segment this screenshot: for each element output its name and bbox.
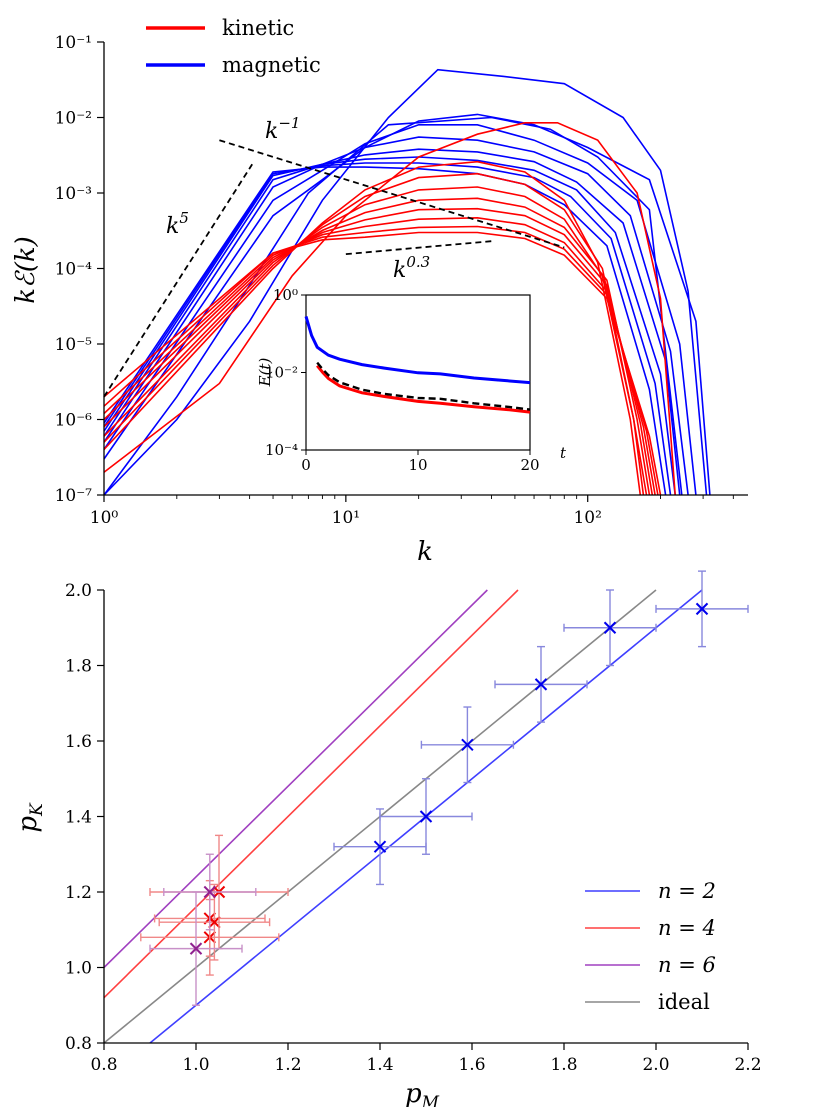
spectrum-y-tick-label: 10⁻³ [55, 184, 92, 204]
exponent-y-tick-label: 0.8 [65, 1034, 92, 1054]
exponent-panel: 0.8 1.0 1.2 1.4 1.6 1.8 2.0 2.2 0.8 1.0 1.2 1.4 1.6 1… [13, 570, 762, 1107]
exponent-x-tick-label: 2.0 [642, 1055, 669, 1075]
magnetic-curve-1 [103, 124, 697, 496]
data-point-5 [655, 570, 749, 648]
exponent-legend: n = 2 n = 4 n = 6 ideal [585, 879, 716, 1014]
exponent-x-tick-label: 2.2 [734, 1055, 761, 1075]
magnetic-curve-8 [103, 68, 708, 496]
fit-line-2 [103, 589, 488, 969]
guide-label-k5: k5 [166, 209, 189, 239]
spectrum-y-tick-label: 10⁻⁷ [55, 486, 93, 506]
legend-label-n6: n = 6 [658, 953, 716, 977]
exponent-x-tick-label: 1.8 [550, 1055, 577, 1075]
inset-x-tick-label: 10 [408, 456, 427, 474]
data-point-11 [163, 853, 257, 931]
kinetic-curve-4 [103, 197, 651, 496]
kinetic-curve-7 [103, 160, 642, 496]
inset-y-tick-label: 10⁻⁴ [265, 441, 298, 459]
legend-label-magnetic: magnetic [222, 53, 321, 77]
exponent-y-tick-label: 1.4 [65, 808, 92, 828]
guide-line-0 [103, 163, 253, 398]
scaling-guides [103, 139, 565, 398]
magnetic-curve-0 [103, 113, 711, 496]
x-marker [189, 942, 203, 955]
spectrum-y-tick-label: 10⁻⁴ [55, 260, 93, 280]
spectrum-x-tick-label: 10² [573, 508, 601, 528]
exponent-x-tick-label: 0.8 [90, 1055, 117, 1075]
x-marker [603, 621, 617, 634]
inset-x-tick-label: 0 [301, 456, 311, 474]
kinetic-curves [103, 122, 676, 496]
inset-curve-reference [316, 361, 531, 411]
x-marker [695, 602, 709, 616]
spectrum-panel: 10⁰ 10¹ 10² 10⁻⁷ 10⁻⁶ 10⁻⁵ 10⁻⁴ 10⁻³ 10⁻² 10⁻¹ k5… [11, 16, 748, 567]
exponent-x-tick-label: 1.4 [366, 1055, 393, 1075]
exponent-x-tick-label: 1.0 [182, 1055, 209, 1075]
spectrum-y-tick-label: 10⁻² [55, 109, 92, 129]
magnetic-curves [103, 68, 711, 496]
spectrum-x-tick-label: 10⁰ [90, 508, 119, 528]
inset-curve-kinetic [316, 364, 531, 414]
guide-line-2 [345, 240, 492, 256]
spectrum-y-tick-label: 10⁻⁶ [55, 411, 93, 431]
x-subscript: M [421, 1093, 440, 1107]
exponent-x-tick-label: 1.6 [458, 1055, 485, 1075]
exponent-x-tick-label: 1.2 [274, 1055, 301, 1075]
data-point-0 [333, 808, 427, 886]
spectrum-x-tick-label: 10¹ [332, 508, 360, 528]
guide-label-k03: k0.3 [393, 253, 430, 283]
data-point-8 [158, 883, 271, 961]
inset-curve-magnetic [304, 315, 531, 385]
x-marker [534, 678, 548, 691]
exponent-axes: 0.8 1.0 1.2 1.4 1.6 1.8 2.0 2.2 0.8 1.0 1.2 1.4 1.6 1… [65, 581, 762, 1075]
inset-y-tick-label: 10⁰ [273, 286, 298, 304]
exponent-y-tick-label: 1.0 [65, 959, 92, 979]
exponent-y-tick-label: 1.2 [65, 883, 92, 903]
exponent-y-tick-label: 1.8 [65, 657, 92, 677]
guide-line-1 [219, 139, 565, 249]
legend-label-kinetic: kinetic [222, 16, 294, 40]
exponent-y-tick-label: 2.0 [65, 581, 92, 601]
inset-y-label: E(t) [256, 358, 274, 388]
exponent-x-label: pM [405, 1079, 440, 1107]
legend-label-ideal: ideal [658, 990, 710, 1014]
legend-label-n2: n = 2 [658, 879, 716, 903]
spectrum-y-label: kℰ(k) [11, 236, 41, 304]
magnetic-curve-7 [103, 116, 683, 496]
spectrum-x-label: k [417, 537, 433, 567]
spectrum-y-tick-label: 10⁻⁵ [55, 335, 93, 355]
legend-label-n4: n = 4 [658, 916, 716, 940]
guide-label-k-1: k−1 [265, 114, 300, 144]
exponent-y-tick-label: 1.6 [65, 732, 92, 752]
kinetic-curve-8 [103, 122, 676, 496]
data-point-4 [563, 589, 657, 667]
exponent-y-label: pK [13, 802, 47, 833]
inset-axes: 0 10 20 10⁰ 10⁻² 10⁻⁴ [265, 286, 540, 474]
data-points [140, 570, 749, 1006]
x-marker [373, 840, 387, 853]
x-marker [461, 738, 474, 751]
spectrum-axes: 10⁰ 10¹ 10² 10⁻⁷ 10⁻⁶ 10⁻⁵ 10⁻⁴ 10⁻³ 10⁻² 10⁻¹ [55, 33, 748, 528]
magnetic-curve-2 [103, 136, 689, 496]
data-point-10 [149, 891, 243, 1006]
fit-line-1 [103, 589, 519, 999]
spectrum-legend: kinetic magnetic [146, 16, 321, 77]
data-point-1 [379, 778, 473, 855]
inset-x-tick-label: 20 [520, 456, 539, 474]
x-marker [419, 810, 433, 823]
x-marker [203, 885, 217, 899]
spectrum-y-tick-label: 10⁻¹ [55, 33, 92, 53]
x-marker [208, 915, 221, 929]
data-point-3 [494, 645, 588, 723]
data-point-2 [420, 706, 515, 784]
inset-series [304, 315, 531, 414]
inset-y-tick-label: 10⁻² [265, 364, 298, 382]
inset-x-label: t [560, 444, 567, 462]
energy-inset: 0 10 20 10⁰ 10⁻² 10⁻⁴ E(t) t [256, 286, 567, 474]
